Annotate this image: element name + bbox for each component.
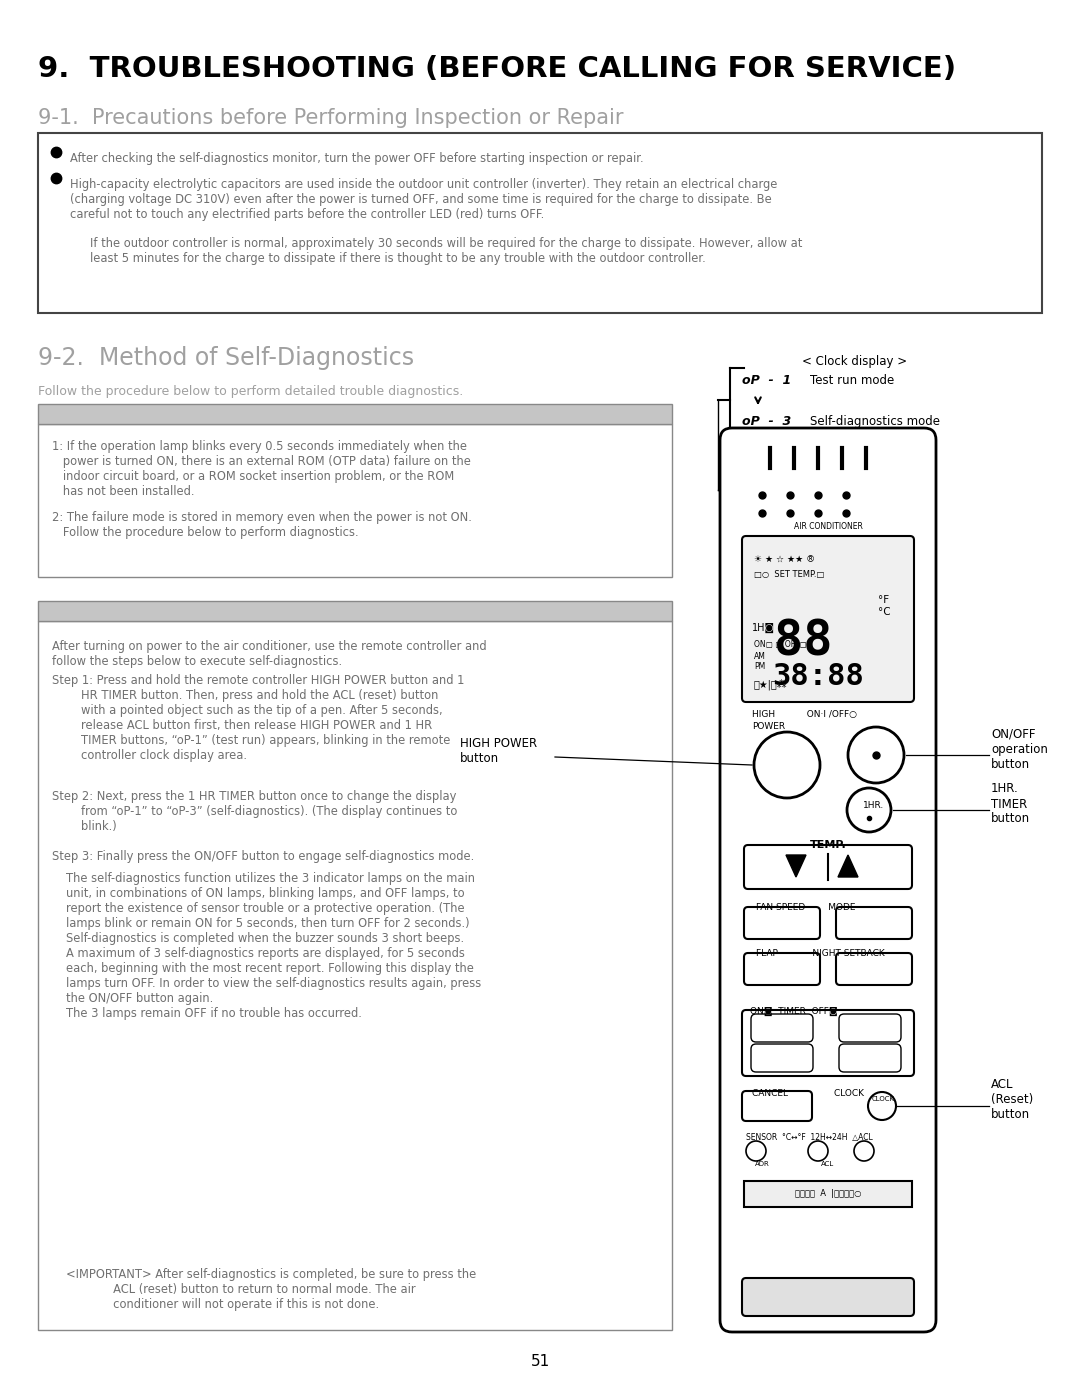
FancyBboxPatch shape xyxy=(744,845,912,888)
FancyBboxPatch shape xyxy=(742,1010,914,1076)
Text: 1HR.: 1HR. xyxy=(863,802,885,810)
Text: FAN SPEED        MODE: FAN SPEED MODE xyxy=(756,902,855,912)
Text: AIR CONDITIONER: AIR CONDITIONER xyxy=(794,522,863,531)
Bar xyxy=(38,404,672,425)
Text: FLAP            NIGHT SETBACK: FLAP NIGHT SETBACK xyxy=(756,949,885,958)
Text: After checking the self-diagnostics monitor, turn the power OFF before starting : After checking the self-diagnostics moni… xyxy=(70,152,644,165)
Text: The self-diagnostics function utilizes the 3 indicator lamps on the main
unit, i: The self-diagnostics function utilizes t… xyxy=(66,872,482,1020)
Text: After turning on power to the air conditioner, use the remote controller and
fol: After turning on power to the air condit… xyxy=(52,640,487,668)
Text: 1H◙: 1H◙ xyxy=(752,623,775,633)
Text: Step 1: Press and hold the remote controller HIGH POWER button and 1
        HR : Step 1: Press and hold the remote contro… xyxy=(52,673,464,761)
Circle shape xyxy=(854,1141,874,1161)
Text: □○  SET TEMP.□: □○ SET TEMP.□ xyxy=(754,570,824,578)
Text: 1HR.
TIMER
button: 1HR. TIMER button xyxy=(991,782,1030,826)
Text: 9-2.  Method of Self-Diagnostics: 9-2. Method of Self-Diagnostics xyxy=(38,346,414,370)
Text: ☀ ★ ☆ ★★ ®: ☀ ★ ☆ ★★ ® xyxy=(754,556,815,564)
Text: HIGH POWER
button: HIGH POWER button xyxy=(460,738,537,766)
Circle shape xyxy=(746,1141,766,1161)
Text: ON/OFF
operation
button: ON/OFF operation button xyxy=(991,728,1048,771)
Text: 1: If the operation lamp blinks every 0.5 seconds immediately when the
   power : 1: If the operation lamp blinks every 0.… xyxy=(52,440,471,497)
Text: 9-1.  Precautions before Performing Inspection or Repair: 9-1. Precautions before Performing Inspe… xyxy=(38,108,623,129)
FancyBboxPatch shape xyxy=(744,907,820,939)
Text: 2: The failure mode is stored in memory even when the power is not ON.
   Follow: 2: The failure mode is stored in memory … xyxy=(52,511,472,539)
Text: CLOCK: CLOCK xyxy=(872,1097,895,1102)
FancyBboxPatch shape xyxy=(742,536,914,703)
FancyBboxPatch shape xyxy=(744,953,820,985)
Text: oP  -  3: oP - 3 xyxy=(742,415,792,427)
FancyBboxPatch shape xyxy=(836,907,912,939)
Text: Ⓐ★|Ⓐ⁂: Ⓐ★|Ⓐ⁂ xyxy=(754,679,787,690)
Circle shape xyxy=(868,1092,896,1120)
Polygon shape xyxy=(838,855,858,877)
Text: Self-diagnostics mode: Self-diagnostics mode xyxy=(810,415,940,427)
Text: < Clock display >: < Clock display > xyxy=(802,355,907,367)
Text: アドレス  A  |リセット○: アドレス A |リセット○ xyxy=(795,1189,861,1199)
Text: AM: AM xyxy=(754,652,766,661)
FancyBboxPatch shape xyxy=(742,1091,812,1120)
Text: POWER: POWER xyxy=(752,722,785,731)
Text: <IMPORTANT> After self-diagnostics is completed, be sure to press the
          : <IMPORTANT> After self-diagnostics is co… xyxy=(66,1268,476,1310)
Circle shape xyxy=(848,726,904,782)
Text: HIGH           ON·I /OFF○: HIGH ON·I /OFF○ xyxy=(752,710,858,719)
Circle shape xyxy=(808,1141,828,1161)
Text: If the outdoor controller is normal, approximately 30 seconds will be required f: If the outdoor controller is normal, app… xyxy=(90,237,802,265)
FancyBboxPatch shape xyxy=(751,1044,813,1071)
Text: oP  -  1: oP - 1 xyxy=(742,374,792,387)
Text: PM: PM xyxy=(754,662,766,671)
Text: ADR: ADR xyxy=(755,1161,769,1166)
Text: ACL: ACL xyxy=(822,1161,835,1166)
Circle shape xyxy=(847,788,891,833)
Text: ON◙  TIMER  OFF◙: ON◙ TIMER OFF◙ xyxy=(750,1007,838,1016)
Text: Follow the procedure below to perform detailed trouble diagnostics.: Follow the procedure below to perform de… xyxy=(38,386,463,398)
Bar xyxy=(38,425,672,577)
Text: Test run mode: Test run mode xyxy=(810,374,894,387)
Text: Step 2: Next, press the 1 HR TIMER button once to change the display
        fro: Step 2: Next, press the 1 HR TIMER butto… xyxy=(52,789,457,833)
Text: 38:88: 38:88 xyxy=(772,662,864,692)
Text: ON▢ ▢ OFF▢: ON▢ ▢ OFF▢ xyxy=(754,640,807,650)
Text: Step 3: Finally press the ON/OFF button to engage self-diagnostics mode.: Step 3: Finally press the ON/OFF button … xyxy=(52,849,474,863)
FancyBboxPatch shape xyxy=(839,1044,901,1071)
FancyBboxPatch shape xyxy=(744,1180,912,1207)
Text: 51: 51 xyxy=(530,1354,550,1369)
Bar xyxy=(38,601,672,622)
FancyBboxPatch shape xyxy=(720,427,936,1331)
Circle shape xyxy=(754,732,820,798)
Text: CANCEL                CLOCK: CANCEL CLOCK xyxy=(752,1090,864,1098)
Bar xyxy=(38,133,1042,313)
Text: 9.  TROUBLESHOOTING (BEFORE CALLING FOR SERVICE): 9. TROUBLESHOOTING (BEFORE CALLING FOR S… xyxy=(38,54,956,82)
Bar xyxy=(38,622,672,1330)
Text: SENSOR  °C↔°F  12H↔24H  △ACL: SENSOR °C↔°F 12H↔24H △ACL xyxy=(746,1133,873,1141)
FancyBboxPatch shape xyxy=(751,1014,813,1042)
Text: 88: 88 xyxy=(774,617,833,666)
FancyBboxPatch shape xyxy=(839,1014,901,1042)
Text: °F
°C: °F °C xyxy=(878,595,891,616)
Text: ACL
(Reset)
button: ACL (Reset) button xyxy=(991,1078,1034,1122)
Text: High-capacity electrolytic capacitors are used inside the outdoor unit controlle: High-capacity electrolytic capacitors ar… xyxy=(70,177,778,221)
Polygon shape xyxy=(786,855,806,877)
FancyBboxPatch shape xyxy=(836,953,912,985)
FancyBboxPatch shape xyxy=(742,1278,914,1316)
Text: TEMP.: TEMP. xyxy=(810,840,847,849)
